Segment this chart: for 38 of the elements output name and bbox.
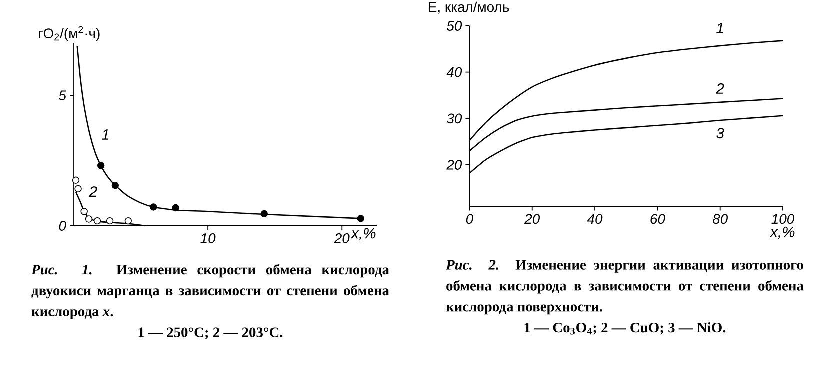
y-tick-label: 5: [59, 90, 67, 101]
point: [97, 162, 105, 170]
point: [124, 217, 132, 225]
text: Рис. 1. Изменение скорости обмена кислорода двуокиси марганца в зависимости от степени обмена кислорода x.: [32, 264, 390, 320]
text: 1 — 250°C; 2 — 203°C.: [138, 328, 283, 340]
x-tick-label: 20: [524, 214, 540, 224]
x-tick-label: 100: [772, 214, 795, 224]
x-tick-label: 0: [466, 214, 474, 224]
point: [80, 208, 88, 216]
series-label: 3: [716, 128, 724, 139]
text: Рис. 2. Изменение энергии активации изотопного обмена кислорода в зависимости от степени обмена кислорода поверхности.: [446, 260, 804, 315]
x-axis-title: x,%: [770, 226, 795, 240]
y-axis-title: гO$_{2}$/(м$^{2}$·ч): [39, 26, 100, 42]
point: [106, 217, 114, 225]
point: [72, 176, 80, 184]
point: [357, 215, 365, 222]
point: [172, 204, 180, 212]
point: [112, 182, 120, 190]
point: [260, 210, 268, 218]
y-axis-title: E, ккал/моль: [429, 2, 510, 14]
series-label: 2: [89, 186, 98, 198]
text: 1 — Co$_{3}$O$_{4}$; 2 — CuO; 3 — NiO.: [524, 322, 726, 335]
y-tick-label: 50: [446, 21, 462, 31]
y-tick-label: 20: [446, 160, 462, 170]
y-tick-label: 40: [446, 67, 462, 78]
x-tick-label: 80: [712, 214, 728, 224]
x-axis-title: x,%: [350, 228, 376, 240]
series-label: 2: [716, 83, 724, 94]
point: [74, 185, 82, 193]
point: [94, 217, 102, 225]
x-tick-label: 10: [200, 234, 216, 244]
series-label: 1: [716, 23, 724, 34]
x-tick-label: 40: [587, 214, 603, 224]
point: [85, 216, 93, 223]
point: [150, 204, 158, 211]
series-label: 1: [102, 130, 109, 140]
y-tick-label: 30: [447, 114, 462, 124]
x-tick-label: 60: [650, 214, 666, 224]
